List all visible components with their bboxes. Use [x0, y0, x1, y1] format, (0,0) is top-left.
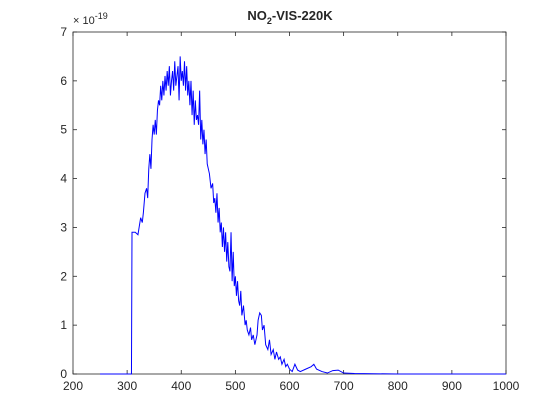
y-tick-label: 4 [60, 172, 67, 186]
x-tick-label: 200 [63, 379, 83, 393]
y-tick-label: 0 [60, 367, 67, 381]
y-tick-label: 3 [60, 220, 67, 234]
y-tick-label: 5 [60, 123, 67, 137]
y-tick-label: 7 [60, 25, 67, 39]
y-tick-label: 6 [60, 74, 67, 88]
exponent-base: × 10 [73, 15, 95, 27]
title-rest: -VIS-220K [272, 8, 333, 23]
x-tick-label: 300 [117, 379, 137, 393]
x-tick-label: 700 [334, 379, 354, 393]
y-tick-label: 2 [60, 269, 67, 283]
exponent-power: -19 [95, 11, 108, 21]
x-tick-label: 800 [388, 379, 408, 393]
axes-box [72, 31, 507, 375]
title-sub: 2 [267, 16, 272, 26]
x-tick-label: 400 [171, 379, 191, 393]
y-tick-label: 1 [60, 318, 67, 332]
chart-title: NO2-VIS-220K [247, 8, 333, 26]
y-exponent: × 10-19 [73, 11, 108, 27]
data-line [100, 56, 506, 375]
x-tick-label: 600 [279, 379, 299, 393]
x-tick-label: 500 [225, 379, 245, 393]
title-main: NO [247, 8, 267, 23]
x-tick-label: 900 [442, 379, 462, 393]
x-tick-label: 1000 [493, 379, 520, 393]
